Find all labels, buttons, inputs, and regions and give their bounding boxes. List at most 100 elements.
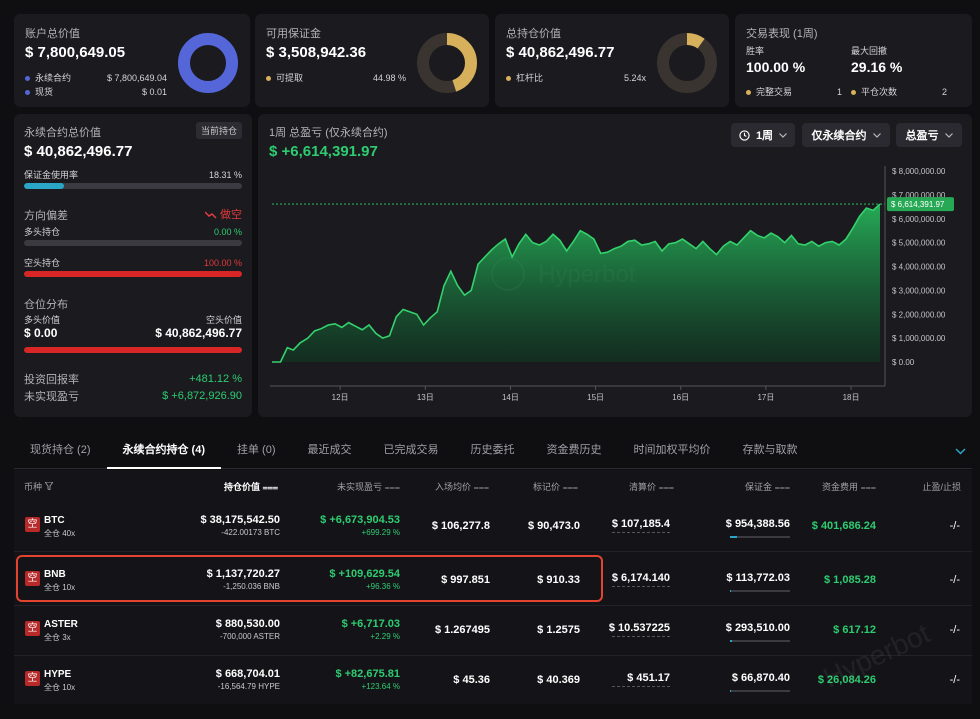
metric-select[interactable]: 总盈亏 (896, 123, 962, 147)
coin-mode: 全仓 40x (44, 529, 76, 538)
table-row[interactable]: 空 BTC 全仓 40x $ 38,175,542.50 -422.00173 … (14, 501, 972, 547)
dist-bar (24, 347, 242, 353)
x-tick-label: 15日 (587, 393, 604, 402)
margin-value: $ 293,510.00 (725, 622, 790, 634)
position-donut-icon (657, 33, 717, 93)
pnl-area (272, 204, 880, 362)
current-value-tag (887, 197, 954, 212)
coin-name: BTC (44, 515, 65, 526)
liq-price: $ 6,174.140 (611, 572, 670, 584)
tab-perp-holdings[interactable]: 永续合约持仓 (4) (106, 432, 221, 469)
tpsl-value: -/- (949, 520, 960, 532)
sort-icon: ⩶ (384, 482, 400, 492)
margin-donut-icon (417, 33, 477, 93)
highlight-box (16, 555, 603, 602)
chart-value: $ +6,614,391.97 (269, 143, 378, 160)
tab-spot-holdings[interactable]: 现货持仓 (2) (30, 443, 91, 456)
chart-title: 1周 总盈亏 (仅永续合约) (269, 127, 388, 139)
liq-cell: $ 107,185.4 (612, 518, 670, 533)
position-title: 总持仓价值 (506, 28, 561, 40)
tab-twap[interactable]: 时间加权平均价 (633, 443, 711, 456)
chevron-down-icon[interactable] (955, 448, 966, 455)
perp-tag: 当前持仓 (195, 122, 242, 139)
clock-icon (739, 129, 750, 141)
position-size: -422.00173 BTC (221, 528, 280, 537)
coin-cell: HYPE 全仓 10x (44, 669, 75, 693)
dist-values: $ 0.00 $ 40,862,496.77 (24, 326, 242, 340)
y-tick-label: $ 8,000,000.00 (892, 167, 946, 176)
header-liq[interactable]: 清算价 ⩶ (629, 482, 674, 492)
long-holding-bar (24, 240, 242, 246)
tab-completed-trades[interactable]: 已完成交易 (383, 443, 439, 456)
funding-fee: $ 617.12 (833, 624, 876, 636)
coin-name: ASTER (44, 619, 78, 630)
table-row[interactable]: 空 ASTER 全仓 3x $ 880,530.00 -700,000 ASTE… (14, 605, 972, 651)
margin-value: $ 113,772.03 (726, 572, 790, 584)
liq-price: $ 451.17 (627, 672, 670, 684)
position-size: -700,000 ASTER (219, 632, 280, 641)
win-rate-label: 胜率 (746, 46, 765, 56)
position-size: -16,564.79 HYPE (217, 682, 280, 691)
y-tick-label: $ 3,000,000.00 (892, 286, 946, 295)
perp-panel: 永续合约总价值 当前持仓 $ 40,862,496.77 保证金使用率 18.31… (14, 114, 252, 417)
period-select[interactable]: 1周 (731, 123, 795, 147)
flat-count: 平仓次数 2 (851, 85, 947, 98)
position-value-cell: $ 1,137,720.27 -1,250.036 BNB (207, 568, 280, 591)
tab-funding-history[interactable]: 资金费历史 (546, 443, 602, 456)
account-row-perp: 永续合约 $ 7,800,649.04 (25, 71, 167, 84)
entry-price: $ 106,277.8 (431, 520, 490, 532)
mark-price: $ 40.369 (537, 674, 580, 686)
liq-underline (612, 634, 670, 637)
margin-value: $ 66,870.40 (731, 672, 790, 684)
sort-icon: ⩶ (860, 482, 876, 492)
mark-price: $ 1.2575 (537, 624, 580, 636)
account-donut-icon (178, 33, 238, 93)
margin-usage-bar (24, 183, 242, 189)
y-tick-label: $ 1,000,000.00 (892, 334, 946, 343)
y-tick-label: $ 0.00 (892, 358, 915, 367)
header-margin[interactable]: 保证金 ⩶ (745, 482, 790, 492)
table-row[interactable]: 空 HYPE 全仓 10x $ 668,704.01 -16,564.79 HY… (14, 655, 972, 701)
x-tick-label: 14日 (502, 393, 519, 402)
perp-title: 永续合约总价值 (24, 127, 101, 139)
x-tick-label: 17日 (757, 393, 774, 402)
margin-bar (730, 640, 790, 642)
coin-cell: BNB 全仓 10x (44, 569, 75, 593)
tab-order-history[interactable]: 历史委托 (470, 443, 515, 456)
header-entry[interactable]: 入场均价 ⩶ (435, 482, 489, 492)
position-value-cell: $ 880,530.00 -700,000 ASTER (216, 618, 280, 641)
upnl-pct: +2.29 % (370, 632, 400, 641)
account-value: $ 7,800,649.05 (25, 44, 126, 61)
header-position-value[interactable]: 持仓价值 ⩶ (224, 482, 278, 492)
row-divider (14, 551, 972, 552)
header-mark[interactable]: 标记价 ⩶ (533, 482, 578, 492)
tab-deposits-withdrawals[interactable]: 存款与取款 (742, 443, 798, 456)
header-funding[interactable]: 资金费用 ⩶ (822, 482, 876, 492)
table-row[interactable]: 空 BNB 全仓 10x $ 1,137,720.27 -1,250.036 B… (14, 555, 972, 601)
tab-recent-fills[interactable]: 最近成交 (307, 443, 352, 456)
perp-value: $ 40,862,496.77 (24, 143, 133, 160)
scope-select[interactable]: 仅永续合约 (802, 123, 890, 147)
bias-value: 做空 (204, 206, 242, 222)
roi: 投资回报率 +481.12 % (24, 373, 242, 386)
upnl-cell: $ +6,673,904.53 +699.29 % (320, 514, 400, 537)
funding-fee: $ 401,686.24 (811, 520, 876, 532)
margin-value: $ 3,508,942.36 (266, 44, 367, 61)
margin-cell: $ 293,510.00 (726, 622, 790, 634)
upnl-pct: +123.64 % (361, 682, 400, 691)
done-trades: 完整交易 1 (746, 85, 842, 98)
pnl-area-chart: Hyperbot $ 8,000,000.00$ 7,000,000.00$ 6… (270, 166, 954, 402)
coin-mode: 全仓 10x (44, 683, 76, 692)
header-coin[interactable]: 币种 (24, 480, 54, 493)
y-tick-label: $ 6,000,000.00 (892, 215, 946, 224)
header-upnl[interactable]: 未实现盈亏 ⩶ (337, 482, 400, 492)
sort-icon: ⩶ (774, 482, 790, 492)
liq-underline (612, 684, 670, 687)
tab-open-orders[interactable]: 挂单 (0) (237, 443, 276, 456)
margin-usage: 保证金使用率 18.31 % (24, 169, 242, 181)
row-divider (14, 655, 972, 656)
margin-cell: $ 954,388.56 (726, 518, 790, 530)
tpsl-value: -/- (949, 674, 960, 686)
margin-cell: $ 113,772.03 (726, 572, 790, 584)
upnl-pct: +96.36 % (365, 582, 400, 591)
